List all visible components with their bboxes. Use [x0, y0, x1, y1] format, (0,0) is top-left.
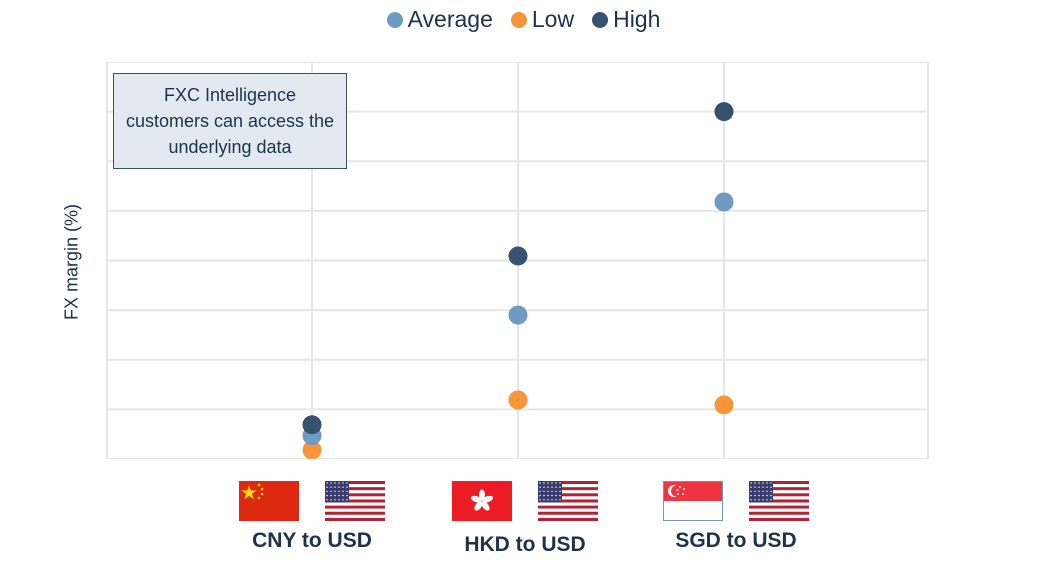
us-flag-icon	[325, 481, 385, 521]
chart-legend: Average Low High	[0, 6, 1047, 33]
category-label: SGD to USD	[675, 529, 797, 552]
category-label: HKD to USD	[464, 533, 586, 556]
us-flag-icon	[538, 481, 598, 521]
data-point-low	[302, 440, 322, 459]
data-point-low	[714, 395, 734, 415]
china-flag-icon	[239, 481, 299, 521]
singapore-flag-icon	[663, 481, 723, 521]
legend-label: High	[613, 6, 661, 32]
average-dot-icon	[386, 11, 403, 28]
category-sgd-usd: SGD to USD	[646, 481, 826, 553]
data-point-high	[508, 246, 528, 266]
low-dot-icon	[510, 11, 527, 28]
high-dot-icon	[592, 11, 609, 28]
data-point-high	[714, 102, 734, 122]
legend-label: Low	[531, 6, 575, 32]
y-axis-label: FX margin (%)	[61, 203, 82, 321]
legend-item-average: Average	[386, 6, 493, 33]
data-point-high	[302, 415, 322, 435]
category-hkd-usd: HKD to USD	[435, 481, 615, 557]
data-access-note: FXC Intelligence customers can access th…	[113, 73, 347, 169]
category-cny-usd: CNY to USD	[222, 481, 402, 553]
legend-item-high: High	[592, 6, 660, 33]
category-label: CNY to USD	[252, 529, 372, 552]
data-point-average	[508, 305, 528, 325]
hong-kong-flag-icon	[452, 481, 512, 521]
legend-label: Average	[407, 6, 493, 32]
us-flag-icon	[749, 481, 809, 521]
data-point-low	[508, 390, 528, 410]
plot-area	[106, 62, 929, 459]
legend-item-low: Low	[510, 6, 575, 33]
data-point-average	[714, 192, 734, 212]
